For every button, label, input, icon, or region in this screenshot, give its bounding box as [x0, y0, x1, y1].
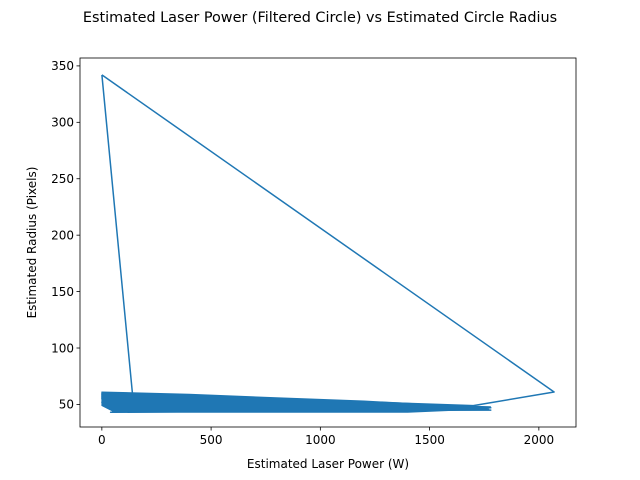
y-tick-label: 250: [51, 172, 74, 186]
y-tick-label: 350: [51, 59, 74, 73]
y-axis-label: Estimated Radius (Pixels): [25, 167, 39, 319]
y-tick-label: 50: [59, 398, 74, 412]
y-tick-label: 300: [51, 116, 74, 130]
x-axis-label: Estimated Laser Power (W): [247, 457, 409, 471]
x-tick-label: 500: [200, 433, 223, 447]
series-dense-band: [101, 391, 492, 413]
series-layer: [101, 74, 555, 414]
y-tick-label: 150: [51, 285, 74, 299]
tick-layer: 0 500 1000 1500 2000 50 100 150 200 250 300 350: [51, 59, 554, 447]
x-tick-label: 0: [98, 433, 106, 447]
plot-frame: [79, 57, 577, 428]
plot-area: [80, 58, 576, 427]
y-tick-label: 100: [51, 341, 74, 355]
x-tick-label: 2000: [524, 433, 555, 447]
y-tick-label: 200: [51, 228, 74, 242]
x-tick-label: 1000: [305, 433, 336, 447]
chart-title: Estimated Laser Power (Filtered Circle) …: [83, 10, 557, 26]
x-tick-label: 1500: [414, 433, 445, 447]
